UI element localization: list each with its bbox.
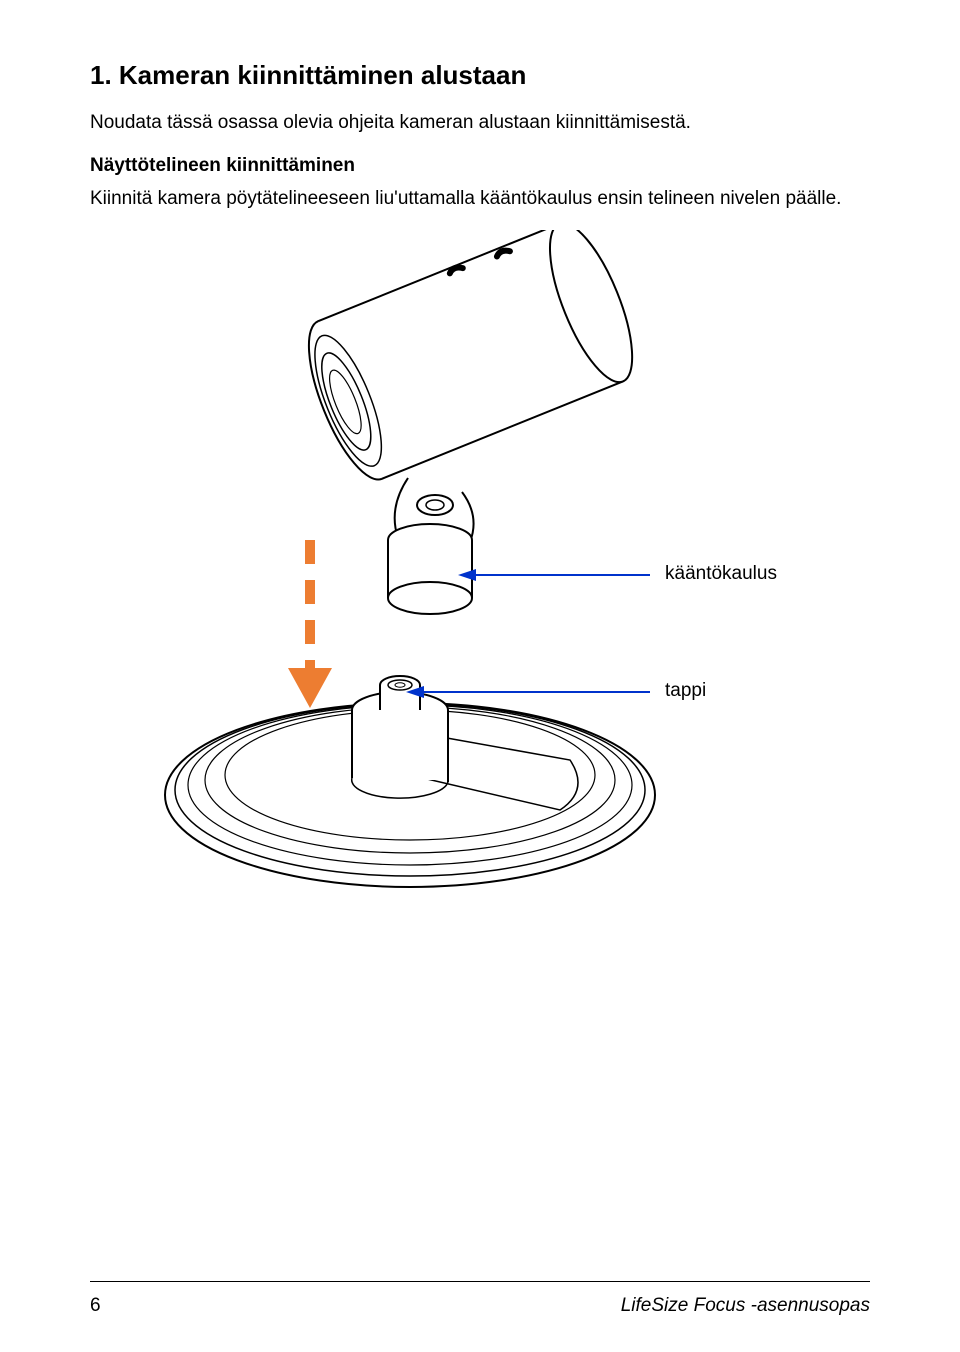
base-plate: [165, 676, 655, 887]
assembly-diagram: kääntökaulus tappi: [90, 230, 870, 970]
subheading: Näyttötelineen kiinnittäminen: [90, 155, 870, 177]
motion-arrow-icon: [288, 540, 332, 708]
callout-line-pin: [406, 686, 650, 698]
intro-paragraph: Noudata tässä osassa olevia ohjeita kame…: [90, 109, 870, 137]
camera-body: [292, 230, 649, 489]
label-pin: tappi: [665, 680, 706, 702]
label-collar: kääntökaulus: [665, 563, 777, 585]
instruction-paragraph: Kiinnitä kamera pöytätelineeseen liu'utt…: [90, 185, 870, 213]
page-heading: 1. Kameran kiinnittäminen alustaan: [90, 60, 870, 91]
page-footer: 6 LifeSize Focus -asennusopas: [90, 1295, 870, 1317]
callout-line-collar: [458, 569, 650, 581]
footer-rule: [90, 1281, 870, 1282]
document-page: 1. Kameran kiinnittäminen alustaan Nouda…: [0, 0, 960, 1352]
page-number: 6: [90, 1295, 101, 1317]
collar-assembly: [388, 478, 474, 614]
document-title: LifeSize Focus -asennusopas: [621, 1295, 870, 1317]
diagram-svg: [90, 230, 870, 970]
